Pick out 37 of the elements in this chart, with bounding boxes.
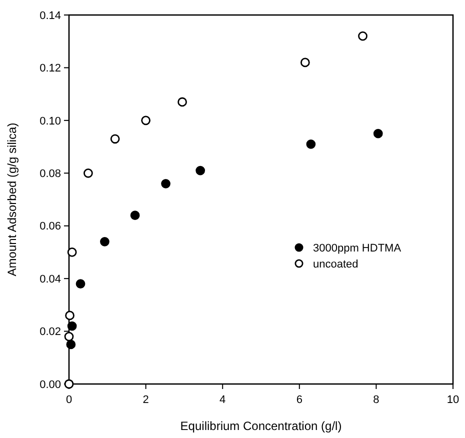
point — [358, 31, 368, 41]
point — [100, 236, 110, 246]
x-tick-label: 8 — [373, 394, 380, 406]
point — [130, 210, 140, 220]
y-tick-label: 0.00 — [40, 378, 61, 391]
x-tick-label: 2 — [142, 394, 149, 406]
y-tick-label: 0.06 — [40, 220, 61, 233]
point — [76, 279, 86, 289]
point — [66, 340, 76, 350]
y-axis-title: Amount Adsorbed (g/g silica) — [5, 122, 19, 276]
y-tick-label: 0.02 — [40, 326, 61, 338]
point — [67, 248, 77, 257]
x-axis-title: Equilibrium Concentration (g/l) — [180, 419, 342, 433]
y-tick-label: 0.04 — [40, 273, 61, 286]
legend-label: 3000ppm HDTMA — [313, 242, 402, 254]
point — [178, 97, 187, 107]
point — [110, 134, 120, 144]
y-tick-label: 0.14 — [40, 10, 61, 22]
y-tick-label: 0.08 — [40, 168, 61, 180]
point — [306, 139, 316, 149]
point — [64, 332, 74, 342]
x-tick-label: 6 — [296, 394, 302, 406]
point — [65, 310, 74, 320]
y-tick-label: 0.12 — [40, 62, 61, 75]
point — [373, 128, 383, 138]
point — [300, 58, 310, 68]
point — [67, 321, 77, 331]
point — [64, 379, 74, 389]
point — [196, 166, 206, 176]
point — [161, 179, 170, 188]
point — [84, 168, 93, 178]
legend-label: uncoated — [313, 258, 358, 270]
x-tick-label: 4 — [220, 394, 226, 406]
point — [141, 116, 150, 126]
x-tick-label: 0 — [66, 394, 72, 406]
y-tick-label: 0.10 — [40, 115, 61, 128]
x-tick-label: 10 — [446, 394, 460, 406]
